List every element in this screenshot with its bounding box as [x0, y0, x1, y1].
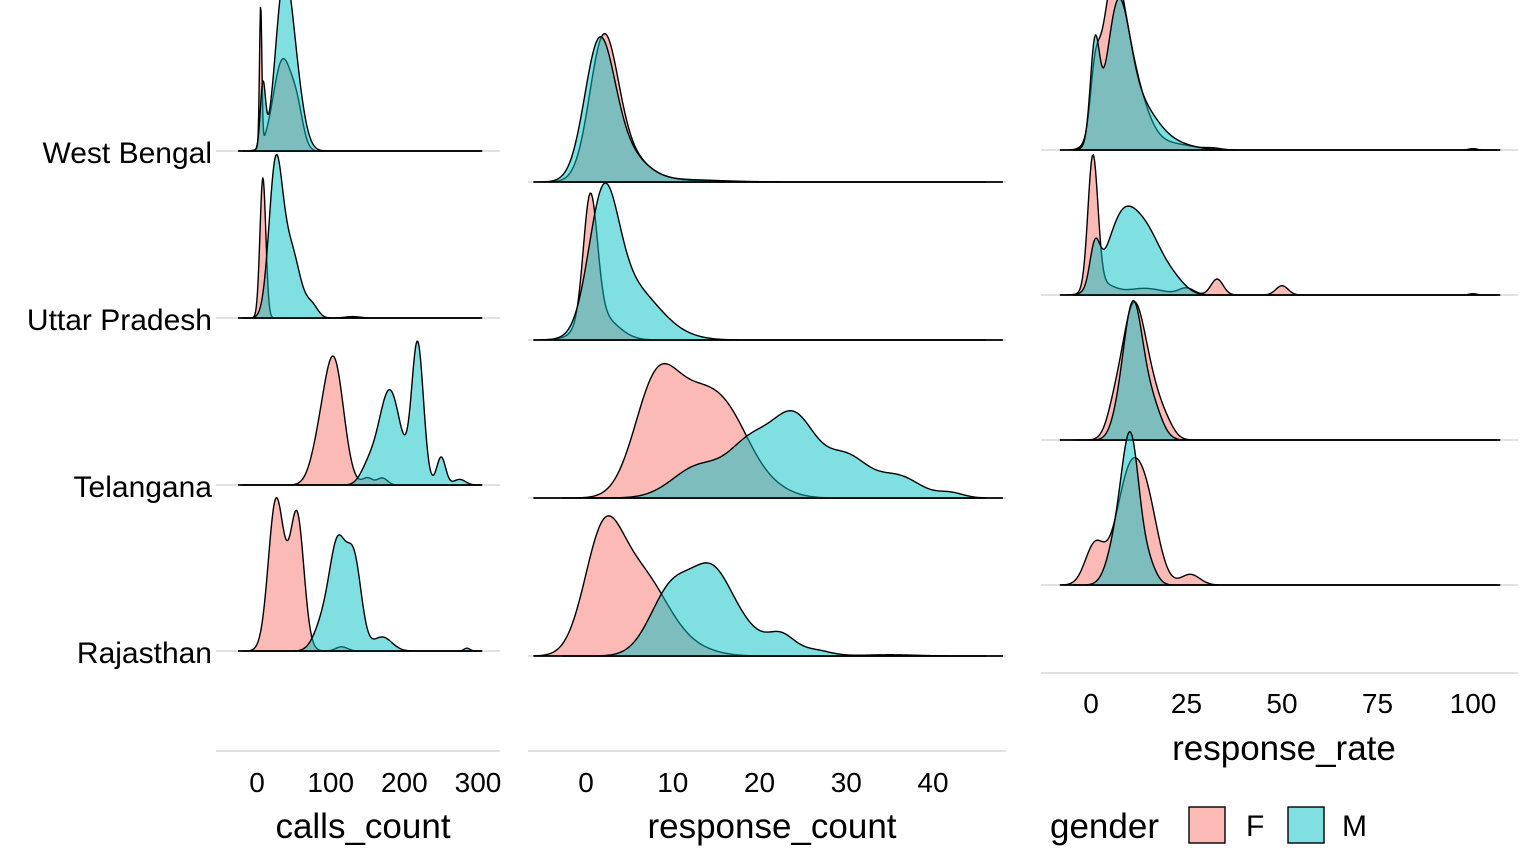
density-calls-count-telangana-m: [237, 340, 483, 486]
x-axis-title-calls-count: calls_count: [275, 807, 450, 846]
legend-key-f: [1188, 806, 1226, 844]
legend-label-m: M: [1342, 810, 1367, 843]
panel-calls-count: 0 100 200 300: [216, 0, 501, 798]
x-tick-label: 300: [455, 767, 502, 798]
x-tick-label: 0: [249, 767, 265, 798]
x-tick-label: 50: [1266, 688, 1297, 719]
density-response-rate-west-bengal-m: [1059, 0, 1501, 151]
panel-response-count: 0 10 20 30 40: [528, 32, 1006, 798]
x-tick-label: 200: [381, 767, 428, 798]
legend: gender F M: [1050, 806, 1367, 846]
legend-label-f: F: [1246, 810, 1264, 843]
density-calls-count-rajasthan-m: [237, 534, 483, 652]
x-tick-label: 0: [578, 767, 594, 798]
density-response-count-west-bengal-m: [533, 36, 1004, 183]
x-tick-label: 75: [1362, 688, 1393, 719]
density-response-count-rajasthan-m: [533, 562, 1004, 657]
y-label-rajasthan: Rajasthan: [77, 637, 212, 670]
y-axis-labels: West Bengal Uttar Pradesh Telangana Raja…: [27, 137, 212, 670]
x-axis-title-response-count: response_count: [647, 807, 896, 846]
x-axis-title-response-rate: response_rate: [1172, 729, 1396, 768]
y-label-west-bengal: West Bengal: [42, 137, 212, 170]
density-response-count-telangana-m: [533, 410, 1004, 499]
x-tick-label: 20: [744, 767, 775, 798]
density-response-rate-telangana-m: [1059, 300, 1501, 441]
density-response-count-uttar-pradesh-m: [533, 182, 1004, 341]
legend-title: gender: [1050, 807, 1159, 846]
x-tick-label: 0: [1083, 688, 1099, 719]
x-tick-label: 100: [307, 767, 354, 798]
density-calls-count-west-bengal-m: [237, 0, 483, 152]
x-tick-label: 10: [657, 767, 688, 798]
density-response-rate-uttar-pradesh-m: [1059, 205, 1501, 296]
panel-response-rate: 0 25 50 75 100: [1041, 0, 1518, 719]
y-label-telangana: Telangana: [74, 471, 213, 504]
x-tick-label: 30: [831, 767, 862, 798]
x-tick-label: 25: [1171, 688, 1202, 719]
y-label-uttar-pradesh: Uttar Pradesh: [27, 304, 212, 337]
density-calls-count-uttar-pradesh-m: [237, 153, 483, 319]
density-response-rate-rajasthan-m: [1059, 430, 1501, 586]
x-tick-label: 100: [1450, 688, 1497, 719]
x-tick-label: 40: [917, 767, 948, 798]
legend-key-m: [1287, 806, 1325, 844]
